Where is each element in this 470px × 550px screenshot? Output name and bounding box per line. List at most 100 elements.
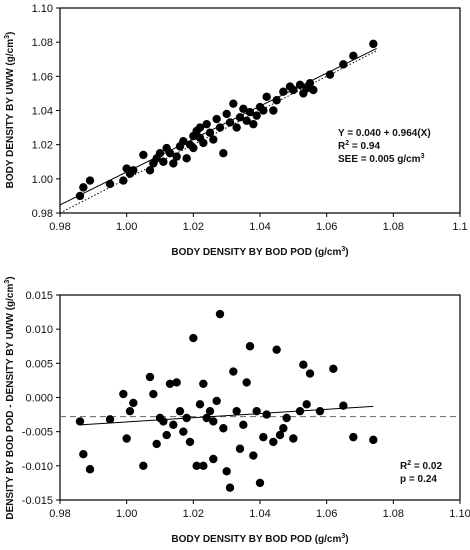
bottom-x-ticks: 0.98 1.00 1.02 1.04 1.06 1.08 1.10 — [49, 500, 470, 520]
bottom-data-point — [275, 430, 285, 440]
top-data-point — [225, 118, 235, 127]
bottom-x-tick-label: 1.06 — [316, 508, 337, 520]
top-data-point — [305, 78, 315, 88]
top-data-point — [79, 183, 88, 192]
bottom-data-point — [105, 415, 115, 424]
bottom-data-point — [305, 369, 315, 378]
bottom-data-point — [339, 401, 348, 410]
bottom-x-tick-label: 0.98 — [49, 508, 70, 520]
bottom-y-tick-label: -0.005 — [22, 427, 53, 439]
top-x-tick-label: 1.04 — [249, 221, 270, 233]
top-data-point — [145, 166, 155, 175]
top-data-point — [209, 135, 218, 144]
bottom-x-tick-label: 1.02 — [183, 508, 204, 520]
top-data-point — [252, 111, 261, 120]
top-x-ticks: 0.98 1.00 1.02 1.04 1.06 1.08 1.1 — [49, 213, 468, 233]
top-regression-equation: Y = 0.040 + 0.964(X) — [338, 128, 431, 139]
bottom-data-point — [349, 432, 358, 442]
bottom-data-point — [209, 417, 218, 426]
bottom-x-tick-label: 1.08 — [383, 508, 404, 520]
bottom-data-point — [175, 406, 185, 416]
bottom-data-point — [282, 413, 291, 423]
top-data-point — [182, 154, 191, 163]
top-data-point — [222, 109, 231, 119]
top-data-point — [339, 60, 348, 69]
top-data-point — [165, 149, 175, 158]
bottom-data-point — [139, 461, 148, 471]
bottom-data-point — [75, 417, 85, 426]
bottom-y-ticks: 0.015 0.010 0.005 0.000 -0.005 -0.010 -0.015 — [22, 290, 60, 507]
bottom-data-point — [199, 379, 208, 389]
bottom-data-point — [159, 417, 168, 426]
top-data-point — [179, 137, 188, 146]
bottom-data-point — [259, 432, 268, 442]
top-x-tick-label: 1.06 — [316, 221, 337, 233]
top-data-point — [172, 152, 181, 161]
bottom-data-point — [162, 430, 171, 440]
bottom-data-point — [252, 406, 261, 416]
bottom-data-point — [279, 424, 288, 433]
top-data-point — [245, 108, 255, 117]
bottom-data-point — [295, 406, 305, 416]
bottom-data-point — [255, 478, 265, 488]
top-data-point — [259, 106, 268, 115]
bottom-data-point — [235, 444, 245, 453]
top-data-point — [199, 138, 208, 148]
bottom-data-point — [225, 483, 235, 492]
top-data-point — [85, 176, 95, 185]
top-data-point — [212, 114, 221, 124]
bottom-data-point — [329, 364, 338, 373]
bottom-data-point — [299, 360, 308, 369]
top-x-axis-label: BODY DENSITY BY BOD POD (g/cm3) — [171, 246, 348, 258]
top-data-point — [309, 85, 318, 95]
top-data-point — [249, 119, 258, 129]
top-x-tick-label: 1.02 — [183, 221, 204, 233]
top-data-point — [242, 116, 251, 125]
top-y-ticks: 0.98 1.00 1.02 1.04 1.06 1.08 1.10 — [32, 3, 60, 220]
bottom-data-point — [172, 378, 181, 387]
bottom-y-axis-label: DENSITY BY BOD POD - DENSITY BY UWW (g/c… — [4, 276, 16, 519]
bottom-data-point — [229, 367, 238, 376]
bottom-y-tick-label: 0.015 — [25, 290, 53, 302]
top-see: SEE = 0.005 g/cm3 — [338, 153, 425, 165]
top-data-point — [139, 150, 148, 160]
bottom-data-point — [85, 465, 95, 474]
top-data-point — [229, 99, 238, 108]
bottom-data-point — [242, 378, 251, 387]
top-data-point — [295, 80, 305, 90]
bottom-data-point — [245, 342, 255, 351]
top-data-point — [219, 149, 228, 158]
bottom-data-point — [185, 437, 195, 447]
top-data-point — [129, 166, 138, 175]
bottom-data-point — [239, 420, 248, 430]
top-data-point — [279, 87, 288, 96]
top-data-point — [369, 39, 378, 49]
top-x-tick-label: 1.00 — [116, 221, 137, 233]
bottom-data-point — [215, 309, 225, 319]
top-x-tick-label: 0.98 — [49, 221, 70, 233]
bottom-data-point — [302, 400, 311, 409]
top-y-tick-label: 1.02 — [32, 140, 53, 152]
top-y-tick-label: 1.08 — [32, 37, 53, 49]
bottom-data-point — [129, 398, 138, 408]
top-data-point — [119, 176, 128, 185]
top-data-point — [235, 113, 245, 122]
top-data-point — [289, 85, 298, 95]
bottom-panel: 0.98 1.00 1.02 1.04 1.06 1.08 1.10 0.0150.0100… — [4, 276, 470, 545]
bottom-y-tick-label: 0.010 — [25, 324, 53, 336]
bottom-data-point — [222, 467, 231, 476]
bottom-data-point — [202, 413, 211, 423]
top-data-point — [169, 159, 178, 168]
bottom-data-point — [169, 420, 178, 430]
top-data-point — [155, 149, 165, 158]
top-x-tick-label: 1.08 — [383, 221, 404, 233]
top-data-point — [189, 143, 198, 153]
top-x-tick-label: 1.1 — [452, 221, 467, 233]
bottom-p-value: p = 0.24 — [400, 474, 437, 485]
bottom-y-tick-label: -0.015 — [22, 495, 53, 507]
top-panel: 0.98 1.00 1.02 1.04 1.06 1.08 1.1 0.98 1.00 1.02… — [4, 3, 468, 258]
bottom-x-tick-label: 1.04 — [249, 508, 270, 520]
bottom-x-axis-label: BODY DENSITY BY BOD POD (g/cm3) — [171, 533, 348, 545]
top-y-tick-label: 0.98 — [32, 208, 53, 220]
top-y-tick-label: 1.06 — [32, 71, 53, 83]
